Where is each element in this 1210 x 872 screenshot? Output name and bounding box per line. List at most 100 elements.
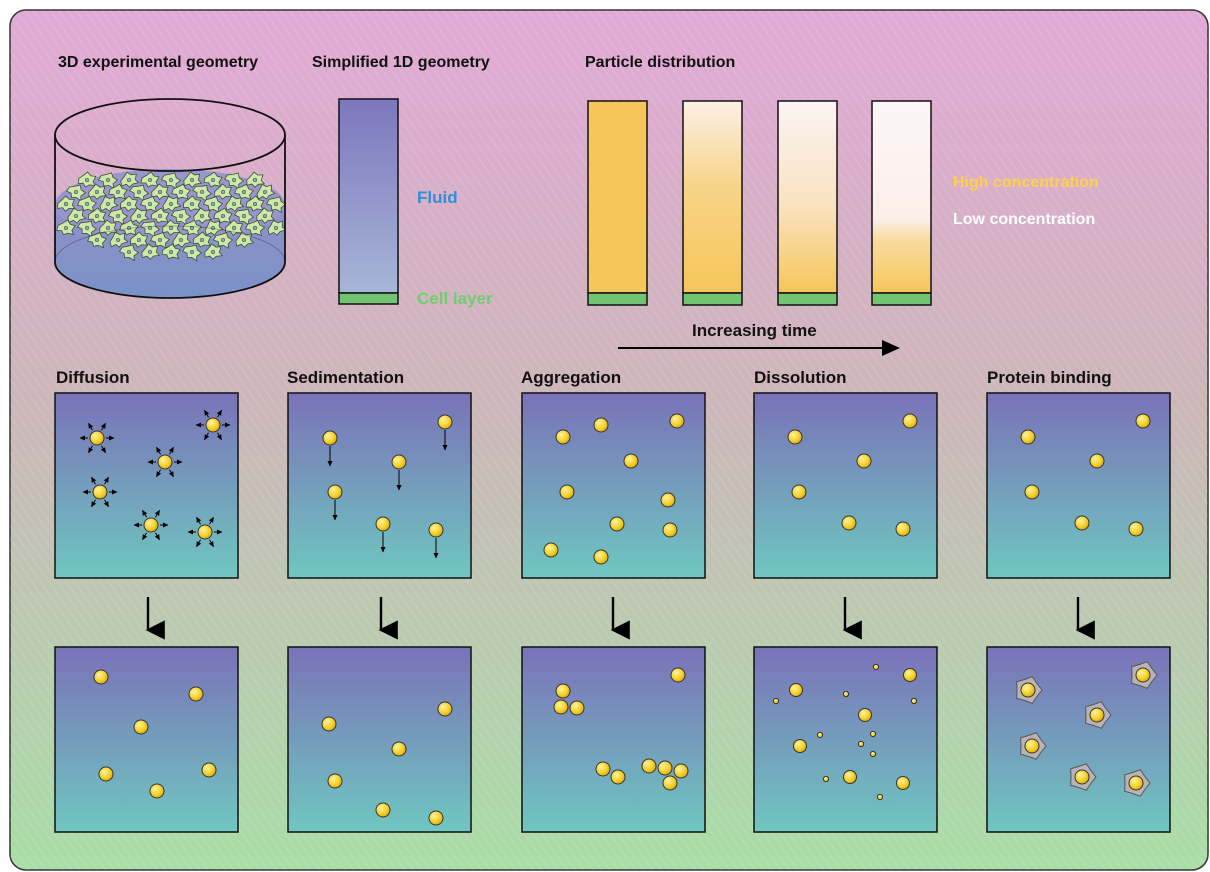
diffusing-particle <box>197 524 213 540</box>
dissolving-fragment <box>869 750 877 758</box>
cell-shape <box>140 171 160 188</box>
settling-particle <box>327 484 343 500</box>
concentration-column-4 <box>871 100 932 306</box>
particle <box>670 667 686 683</box>
dissolving-fragment <box>910 697 918 705</box>
motion-arrow <box>208 539 214 548</box>
heading-3d-geometry: 3D experimental geometry <box>58 54 258 71</box>
motion-arrow <box>154 509 160 518</box>
motion-arrow <box>88 445 94 454</box>
particle <box>657 760 673 776</box>
particle <box>149 783 165 799</box>
particle <box>1020 429 1036 445</box>
particle <box>1024 484 1040 500</box>
cell-shape <box>213 207 233 224</box>
cell-shape <box>87 231 108 249</box>
sedimentation-after-box <box>287 646 472 833</box>
particle <box>1135 413 1151 429</box>
diffusion-after-box <box>54 646 239 833</box>
particle <box>321 716 337 732</box>
cell-shape <box>225 219 244 236</box>
motion-arrow <box>168 469 174 478</box>
heading-1d-geometry: Simplified 1D geometry <box>312 54 490 71</box>
cell-shape <box>256 207 276 224</box>
particle <box>903 668 917 682</box>
particle <box>593 549 609 565</box>
motion-arrow <box>88 422 94 431</box>
particle <box>555 683 571 699</box>
cell-shape <box>161 243 181 260</box>
particle <box>610 769 626 785</box>
motion-arrow <box>204 409 210 418</box>
settling-particle <box>375 516 391 532</box>
particle <box>201 762 217 778</box>
motion-arrow <box>154 532 160 541</box>
heading-particle-distribution: Particle distribution <box>585 54 735 71</box>
particle <box>662 775 678 791</box>
coated-particle <box>1128 775 1144 791</box>
particle <box>93 669 109 685</box>
particle <box>133 719 149 735</box>
motion-arrow <box>168 446 174 455</box>
cell-shape <box>99 195 119 212</box>
cell-shape <box>202 196 224 213</box>
cell-shape <box>97 172 119 189</box>
motion-arrow <box>103 499 109 508</box>
coated-particle <box>1135 667 1151 683</box>
settling-particle <box>322 430 338 446</box>
cell-shape <box>151 183 170 200</box>
cell-shape <box>109 231 129 248</box>
particle <box>841 515 857 531</box>
concentration-column-2 <box>682 100 743 306</box>
cell-shape <box>183 171 203 188</box>
coated-particle <box>1020 682 1036 698</box>
motion-arrow <box>196 516 202 525</box>
cell-shape <box>149 232 171 249</box>
particle <box>791 484 807 500</box>
cell-shape <box>67 207 87 224</box>
particle <box>662 522 678 538</box>
coated-particle <box>1089 707 1105 723</box>
motion-arrow <box>142 509 148 518</box>
particle <box>787 429 803 445</box>
process-title-sedimentation: Sedimentation <box>287 368 404 387</box>
dissolving-fragment <box>822 775 830 783</box>
settling-particle <box>391 454 407 470</box>
cell-shape <box>265 196 285 214</box>
particle <box>559 484 575 500</box>
cell-shape <box>160 172 182 190</box>
cell-shape <box>128 184 150 202</box>
cell-shape <box>119 195 139 212</box>
cell-shape <box>212 232 234 249</box>
cell-shape <box>204 243 224 260</box>
motion-arrow <box>91 476 97 485</box>
particles-layer <box>79 409 1158 826</box>
particle <box>843 770 857 784</box>
concentration-column-1 <box>587 100 648 306</box>
motion-arrow <box>208 516 214 525</box>
cell-shape <box>214 183 233 200</box>
motion-arrow <box>216 409 222 418</box>
cell-shape <box>118 244 140 262</box>
cell-shape <box>223 172 245 190</box>
cell-shape <box>120 171 140 188</box>
cell-shape <box>77 195 98 213</box>
particle <box>543 542 559 558</box>
motion-arrow <box>103 476 109 485</box>
settling-particle <box>428 522 444 538</box>
cell-shape <box>150 207 170 224</box>
process-title-diffusion: Diffusion <box>56 368 130 387</box>
particle <box>858 708 872 722</box>
coated-particle <box>1024 738 1040 754</box>
particle <box>660 492 676 508</box>
particle <box>856 453 872 469</box>
particle <box>895 521 911 537</box>
dissolving-fragment <box>872 663 880 671</box>
diffusing-particle <box>205 417 221 433</box>
cell-shape <box>182 219 203 236</box>
particle <box>593 417 609 433</box>
dissolving-fragment <box>772 697 780 705</box>
cell-shape <box>203 171 223 188</box>
cell-shape <box>267 219 285 236</box>
particle <box>1128 521 1144 537</box>
